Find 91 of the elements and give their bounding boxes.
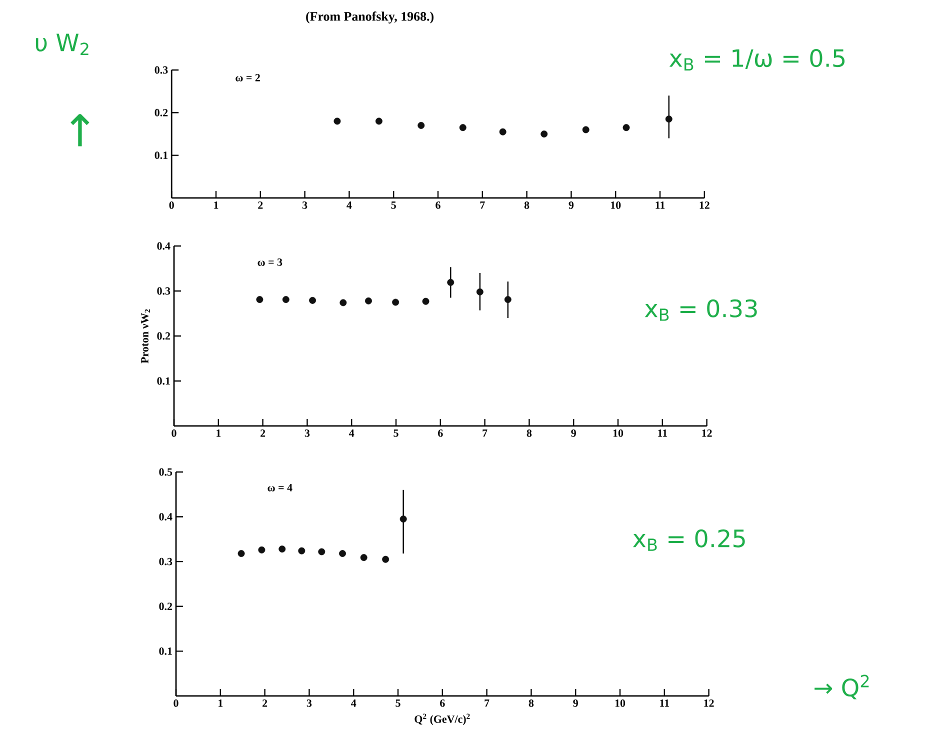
point (318, 548, 326, 556)
x-tick-label: 7 (480, 202, 485, 209)
x-tick-label: 11 (660, 700, 670, 707)
text: υ W$_{2}$ (36, 34, 88, 56)
point (392, 298, 400, 306)
point (278, 546, 286, 553)
y-tick-label: 0.3 (157, 287, 170, 295)
x-tick-label: 8 (526, 430, 532, 437)
x-tick-label: 3 (304, 430, 310, 437)
x-tick-label: 9 (568, 202, 574, 209)
y-tick-label: 0.4 (159, 513, 172, 521)
annotation: x$_{B}$ = 1/ω = 0.5 (669, 49, 845, 70)
point (282, 296, 290, 304)
x-tick-label: 7 (484, 700, 490, 707)
annotation: x$_{B}$ = 0.25 (633, 529, 745, 551)
x-tick-label: 8 (524, 202, 530, 209)
point (499, 128, 506, 136)
point (238, 550, 245, 558)
y-tick-label: 0.3 (154, 66, 168, 74)
x-tick-label: 6 (436, 202, 440, 209)
x-tick-label: 3 (306, 700, 312, 707)
text: ↑ (70, 114, 90, 146)
x-tick-label: 9 (571, 430, 576, 437)
x-tick-label: 4 (351, 700, 356, 707)
y-tick-label: 0.2 (157, 332, 170, 340)
y-tick-label: 0.2 (159, 602, 172, 610)
x-tick-label: 11 (656, 202, 665, 209)
x-tick-label: 1 (216, 430, 221, 437)
x-tick-label: 6 (438, 430, 443, 437)
x-tick-label: 2 (258, 202, 263, 209)
point (418, 122, 425, 129)
y-tick-label: 0.1 (154, 152, 168, 160)
point (364, 297, 372, 304)
point (375, 118, 382, 125)
point (422, 298, 430, 305)
x-tick-label: 5 (391, 202, 396, 209)
x-axis-title: Q$^{2}$ (GeV/c)$^{2}$ (414, 714, 470, 726)
annotation: ω = 4 (268, 484, 292, 492)
x-tick-label: 12 (702, 430, 712, 437)
point (540, 130, 548, 138)
point (476, 288, 484, 296)
point (258, 546, 266, 554)
x-tick-label: 10 (611, 202, 621, 209)
point (400, 516, 407, 523)
x-tick-label: 12 (704, 700, 714, 707)
y-tick-label: 0.4 (157, 242, 170, 250)
x-tick-label: 0 (169, 202, 174, 209)
x-tick-label: 5 (394, 430, 398, 437)
x-tick-label: 4 (349, 430, 354, 437)
point (334, 118, 341, 125)
point (504, 296, 512, 304)
point (309, 296, 316, 304)
x-tick-label: 4 (346, 202, 352, 209)
x-tick-label: 6 (440, 700, 445, 707)
point (622, 124, 630, 132)
x-tick-label: 2 (260, 430, 266, 437)
point (340, 299, 347, 306)
point (459, 124, 466, 132)
x-tick-label: 0 (172, 430, 176, 437)
y-axis-title: Proton νW$_{2}$ (141, 309, 150, 364)
annotation: ω = 3 (258, 258, 282, 266)
x-tick-label: 3 (302, 202, 308, 209)
x-tick-label: 1 (214, 202, 218, 209)
x-tick-label: 7 (482, 430, 488, 437)
x-tick-label: 8 (528, 700, 534, 707)
x-tick-label: 0 (174, 700, 178, 707)
point (339, 550, 346, 558)
y-tick-label: 0.1 (157, 377, 170, 385)
y-tick-label: 0.1 (159, 647, 172, 655)
chart-title: (From Panofsky, 1968.) (306, 12, 434, 24)
point (298, 547, 306, 554)
x-tick-label: 10 (615, 700, 626, 707)
point (382, 556, 390, 563)
x-tick-label: 12 (700, 202, 710, 209)
point (360, 554, 368, 562)
x-tick-label: 10 (613, 430, 624, 437)
y-tick-label: 0.2 (154, 108, 168, 116)
x-tick-label: 5 (396, 700, 400, 707)
y-tick-label: 0.3 (159, 558, 172, 566)
x-tick-label: 9 (573, 700, 578, 707)
x-tick-label: 11 (658, 430, 668, 437)
point (665, 116, 672, 123)
text: → Q$^{2}$ (814, 674, 869, 700)
point (256, 296, 264, 304)
annotation: x$_{B}$ = 0.33 (644, 299, 757, 321)
x-tick-label: 1 (218, 700, 223, 707)
annotation: ω = 2 (236, 74, 260, 82)
x-tick-label: 2 (262, 700, 268, 707)
point (447, 278, 454, 286)
y-tick-label: 0.5 (159, 468, 172, 476)
point (582, 126, 590, 134)
